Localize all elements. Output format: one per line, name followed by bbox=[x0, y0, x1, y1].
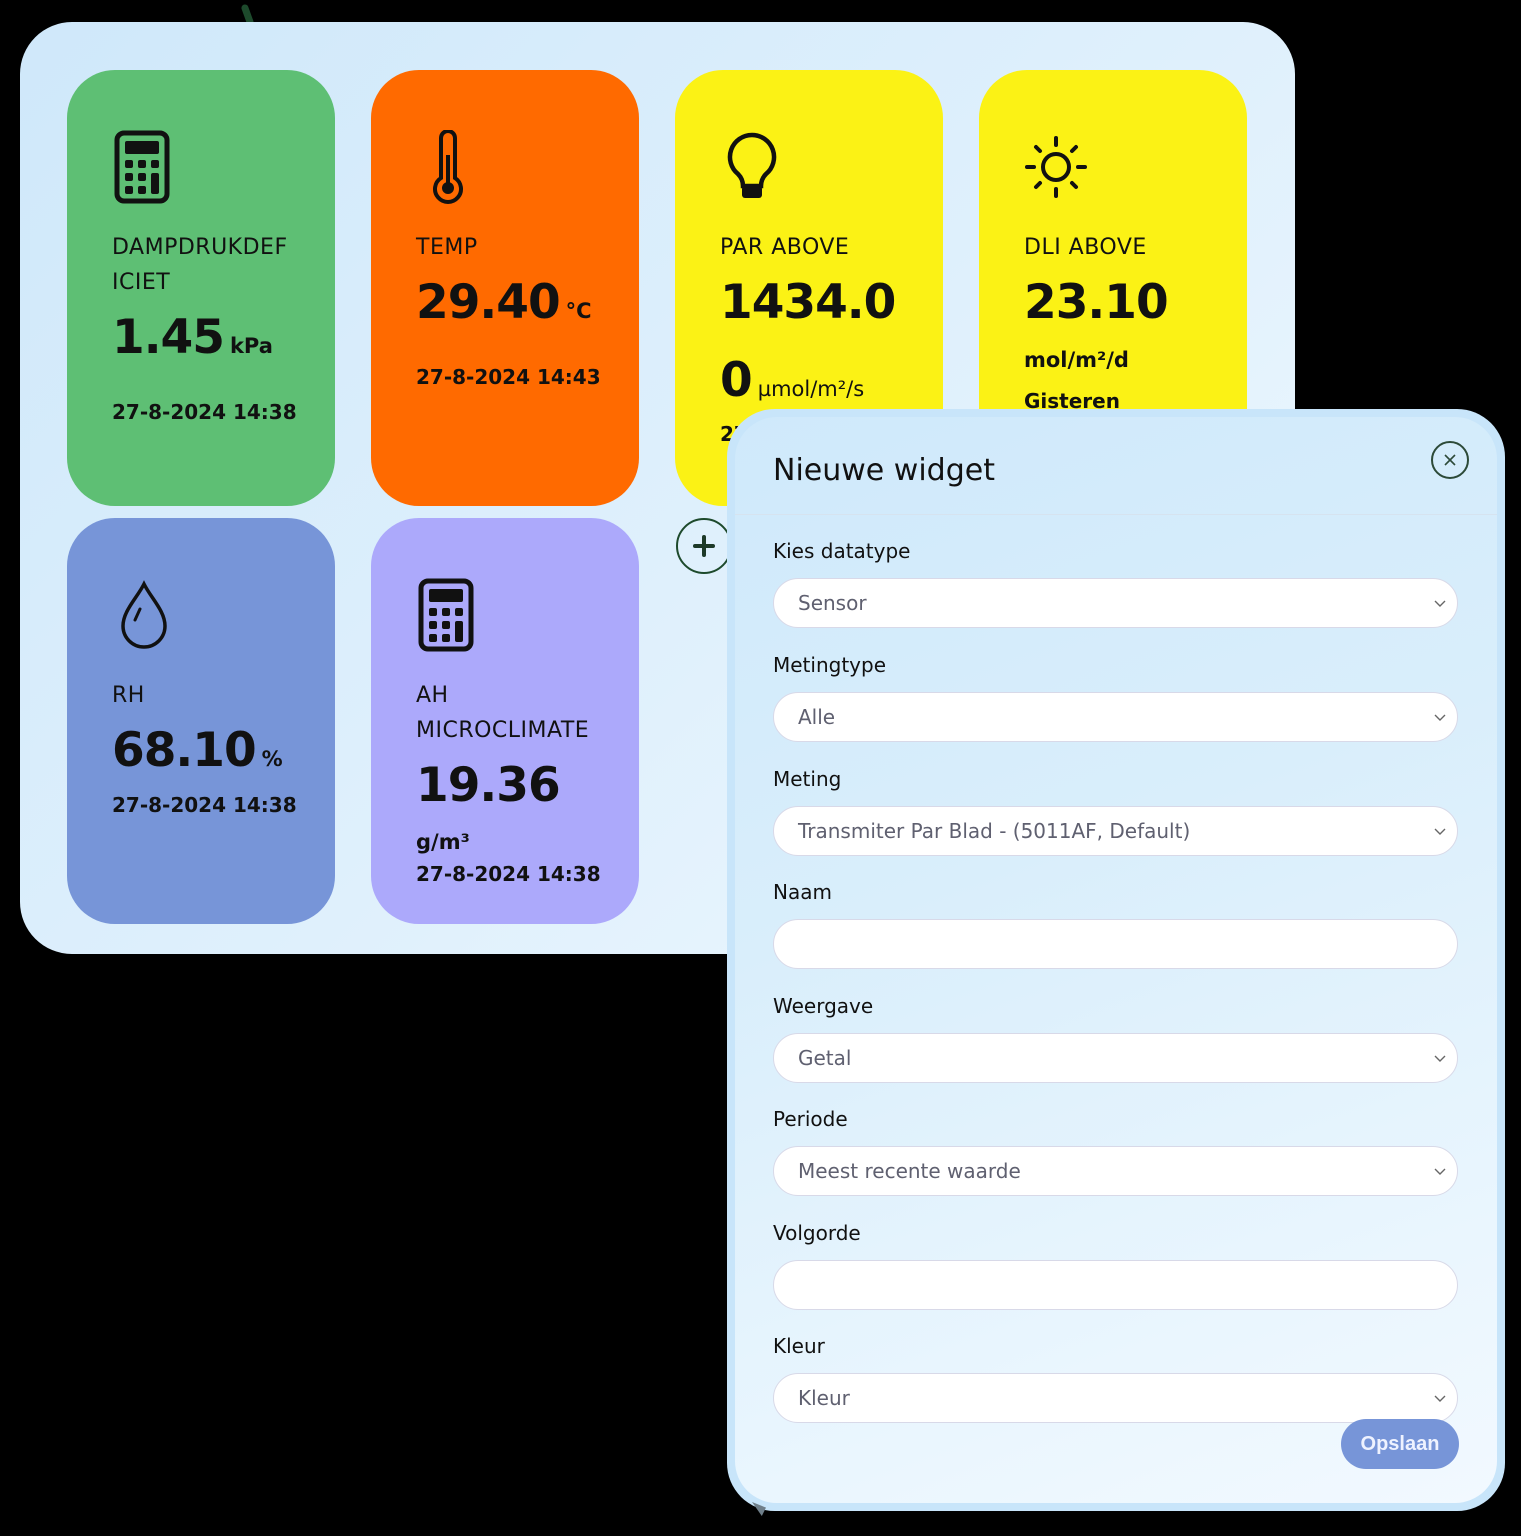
tile-value: 19.36 bbox=[416, 758, 561, 813]
value-number: 68.10 bbox=[112, 723, 257, 778]
label-weergave: Weergave bbox=[773, 994, 874, 1018]
chevron-down-icon bbox=[1434, 828, 1446, 835]
value-unit: kPa bbox=[229, 334, 273, 358]
value-unit: µmol/m²/s bbox=[757, 377, 865, 401]
label-metingtype: Metingtype bbox=[773, 653, 887, 677]
calculator-icon bbox=[114, 130, 170, 204]
tile-value: 23.10 bbox=[1024, 275, 1169, 330]
tile-label-cont: MICROCLIMATE bbox=[416, 718, 590, 743]
value-unit: °C bbox=[565, 299, 592, 323]
label-periode: Periode bbox=[773, 1107, 848, 1131]
tile-unit: g/m³ bbox=[416, 830, 470, 854]
close-icon bbox=[1444, 454, 1456, 466]
tile-value: 68.10% bbox=[112, 723, 283, 778]
tile-timestamp: 27-8-2024 14:38 bbox=[112, 793, 297, 817]
select-value: Meest recente waarde bbox=[798, 1159, 1021, 1183]
label-naam: Naam bbox=[773, 880, 832, 904]
tile-label: DAMPDRUKDEF bbox=[112, 235, 288, 260]
value-unit: % bbox=[261, 747, 283, 771]
modal-body: Nieuwe widget Kies datatype Sensor Metin… bbox=[735, 417, 1497, 1503]
widget-dashboard: DAMPDRUKDEF ICIET 1.45 kPa 27-8-2024 14:3… bbox=[20, 22, 1295, 954]
chevron-down-icon bbox=[1434, 600, 1446, 607]
add-widget-button[interactable] bbox=[676, 518, 732, 574]
tile-value-wrap: 0 µmol/m²/s bbox=[720, 353, 864, 408]
tile-label: DLI ABOVE bbox=[1024, 235, 1147, 260]
modal-divider bbox=[735, 514, 1497, 515]
tile-timestamp: 27-8-2024 14:38 bbox=[416, 862, 601, 886]
plus-icon bbox=[693, 535, 715, 557]
select-value: Alle bbox=[798, 705, 836, 729]
volgorde-input[interactable] bbox=[773, 1260, 1458, 1310]
label-kleur: Kleur bbox=[773, 1334, 825, 1358]
widget-tile-dampdrukdeficiet[interactable]: DAMPDRUKDEF ICIET 1.45 kPa 27-8-2024 14:3… bbox=[67, 70, 335, 506]
chevron-down-icon bbox=[1434, 1168, 1446, 1175]
widget-tile-temp[interactable]: TEMP 29.40 °C 27-8-2024 14:43 bbox=[371, 70, 639, 506]
select-value: Sensor bbox=[798, 591, 867, 615]
modal-title: Nieuwe widget bbox=[773, 453, 995, 488]
chevron-down-icon bbox=[1434, 714, 1446, 721]
water-drop-icon bbox=[121, 580, 167, 649]
close-button[interactable] bbox=[1431, 441, 1469, 479]
thermometer-icon bbox=[433, 130, 463, 204]
tile-label: TEMP bbox=[416, 235, 478, 260]
sun-icon bbox=[1025, 136, 1087, 198]
tile-unit: mol/m²/d bbox=[1024, 348, 1129, 372]
periode-select[interactable]: Meest recente waarde bbox=[773, 1146, 1458, 1196]
select-value: Transmiter Par Blad - (5011AF, Default) bbox=[798, 819, 1191, 843]
meting-select[interactable]: Transmiter Par Blad - (5011AF, Default) bbox=[773, 806, 1458, 856]
calculator-icon bbox=[418, 578, 474, 652]
value-number: 29.40 bbox=[416, 275, 561, 330]
new-widget-modal: Nieuwe widget Kies datatype Sensor Metin… bbox=[727, 409, 1505, 1511]
tile-label: PAR ABOVE bbox=[720, 235, 850, 260]
tile-label: RH bbox=[112, 683, 145, 708]
tile-value: 1.45 kPa bbox=[112, 310, 273, 365]
kleur-select[interactable]: Kleur bbox=[773, 1373, 1458, 1423]
tile-value: 29.40 °C bbox=[416, 275, 592, 330]
metingtype-select[interactable]: Alle bbox=[773, 692, 1458, 742]
select-value: Getal bbox=[798, 1046, 852, 1070]
select-value: Kleur bbox=[798, 1386, 850, 1410]
chevron-down-icon bbox=[1434, 1395, 1446, 1402]
value-number: 0 bbox=[720, 353, 753, 408]
label-meting: Meting bbox=[773, 767, 842, 791]
label-kies-datatype: Kies datatype bbox=[773, 539, 911, 563]
widget-tile-ah-microclimate[interactable]: AH MICROCLIMATE 19.36 g/m³ 27-8-2024 14:… bbox=[371, 518, 639, 924]
tile-label: AH bbox=[416, 683, 449, 708]
lightbulb-icon bbox=[727, 132, 777, 198]
save-button[interactable]: Opslaan bbox=[1341, 1419, 1459, 1469]
weergave-select[interactable]: Getal bbox=[773, 1033, 1458, 1083]
label-volgorde: Volgorde bbox=[773, 1221, 861, 1245]
tile-label-cont: ICIET bbox=[112, 270, 171, 295]
value-number: 1.45 bbox=[112, 310, 225, 365]
chevron-down-icon bbox=[1434, 1055, 1446, 1062]
tile-value: 1434.0 bbox=[720, 275, 896, 330]
widget-tile-rh[interactable]: RH 68.10% 27-8-2024 14:38 bbox=[67, 518, 335, 924]
datatype-select[interactable]: Sensor bbox=[773, 578, 1458, 628]
naam-input[interactable] bbox=[773, 919, 1458, 969]
tile-timestamp: 27-8-2024 14:43 bbox=[416, 365, 601, 389]
tile-timestamp: 27-8-2024 14:38 bbox=[112, 400, 297, 424]
